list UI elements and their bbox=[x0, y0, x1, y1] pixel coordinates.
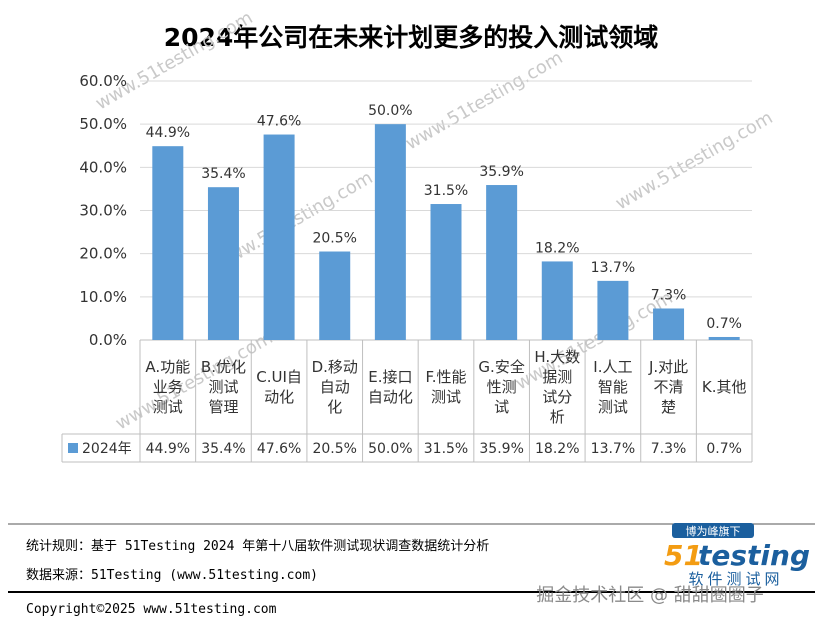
category-label: K.其他 bbox=[702, 378, 747, 396]
data-label: 7.3% bbox=[651, 287, 687, 303]
category-label: A.功能业务测试 bbox=[145, 358, 190, 416]
category-label: I.人工智能测试 bbox=[593, 358, 632, 416]
table-value: 20.5% bbox=[312, 441, 356, 457]
legend-swatch bbox=[68, 443, 78, 453]
bar bbox=[653, 308, 685, 340]
bar bbox=[374, 124, 406, 341]
category-label: G.安全性测试 bbox=[478, 358, 524, 416]
bars bbox=[152, 124, 740, 341]
bar bbox=[319, 251, 351, 340]
table-value: 0.7% bbox=[706, 441, 742, 457]
chart-title: 2024年公司在未来计划更多的投入测试领域 bbox=[164, 23, 659, 52]
bar bbox=[541, 261, 573, 340]
bar bbox=[207, 187, 239, 340]
category-label: C.UI自动化 bbox=[256, 368, 302, 406]
bar bbox=[486, 185, 518, 340]
y-tick-label: 40.0% bbox=[79, 158, 127, 176]
y-axis-ticks: 0.0% 10.0% 20.0% 30.0% 40.0% 50.0% 60.0% bbox=[79, 72, 127, 349]
data-label: 13.7% bbox=[591, 260, 635, 276]
legend-label: 2024年 bbox=[82, 441, 132, 457]
table-value: 31.5% bbox=[424, 441, 468, 457]
data-label: 35.4% bbox=[201, 166, 245, 182]
logo-tag: 博为峰旗下 bbox=[686, 524, 741, 538]
logo-subtitle: 软件测试网 bbox=[688, 570, 783, 588]
data-label: 0.7% bbox=[706, 316, 742, 332]
category-label: F.性能测试 bbox=[426, 368, 467, 406]
bar bbox=[430, 204, 462, 340]
bar bbox=[152, 146, 184, 340]
category-label: H.大数据测试分析 bbox=[534, 348, 580, 426]
category-label: E.接口自动化 bbox=[368, 368, 413, 406]
category-label: J.对此不清楚 bbox=[648, 358, 688, 416]
table-value: 44.9% bbox=[146, 441, 190, 457]
data-label: 18.2% bbox=[535, 240, 579, 256]
watermark-site: www.51testing.com bbox=[402, 47, 566, 154]
y-tick-label: 20.0% bbox=[79, 245, 127, 263]
y-tick-label: 10.0% bbox=[79, 288, 127, 306]
watermark-credit: 掘金技术社区 @ 甜甜圈圈子 bbox=[536, 585, 763, 606]
bar bbox=[263, 134, 295, 340]
data-label: 35.9% bbox=[479, 164, 523, 180]
logo-51: 51 bbox=[664, 539, 703, 572]
footer-source: 数据来源：51Testing (www.51testing.com) bbox=[26, 568, 318, 583]
footer-rule: 统计规则：基于 51Testing 2024 年第十八届软件测试现状调查数据统计… bbox=[26, 539, 489, 554]
data-label: 47.6% bbox=[257, 114, 301, 130]
category-label: D.移动自动化 bbox=[312, 358, 358, 416]
data-label: 20.5% bbox=[312, 231, 356, 247]
table-value: 35.4% bbox=[201, 441, 245, 457]
table-value: 18.2% bbox=[535, 441, 579, 457]
table-value: 7.3% bbox=[651, 441, 687, 457]
table-value: 35.9% bbox=[479, 441, 523, 457]
watermark-site: www.51testing.com bbox=[612, 107, 776, 214]
category-label: B.优化测试管理 bbox=[201, 358, 246, 416]
data-labels: 44.9% 35.4% 47.6% 20.5% 50.0% 31.5% 35.9% 18.2%… bbox=[146, 103, 742, 332]
bar bbox=[597, 280, 629, 340]
data-label: 44.9% bbox=[146, 125, 190, 141]
table-value: 13.7% bbox=[591, 441, 635, 457]
y-tick-label: 50.0% bbox=[79, 115, 127, 133]
table-value: 50.0% bbox=[368, 441, 412, 457]
data-label: 31.5% bbox=[424, 183, 468, 199]
data-label: 50.0% bbox=[368, 103, 412, 119]
footer-copyright: Copyright©2025 www.51testing.com bbox=[26, 602, 277, 617]
y-tick-label: 0.0% bbox=[89, 331, 127, 349]
y-tick-label: 30.0% bbox=[79, 202, 127, 220]
y-tick-label: 60.0% bbox=[79, 72, 127, 90]
logo-testing: testing bbox=[698, 539, 810, 572]
logo-51testing: 博为峰旗下 51 testing 软件测试网 bbox=[664, 523, 810, 588]
table-value: 47.6% bbox=[257, 441, 301, 457]
bar bbox=[708, 336, 740, 340]
